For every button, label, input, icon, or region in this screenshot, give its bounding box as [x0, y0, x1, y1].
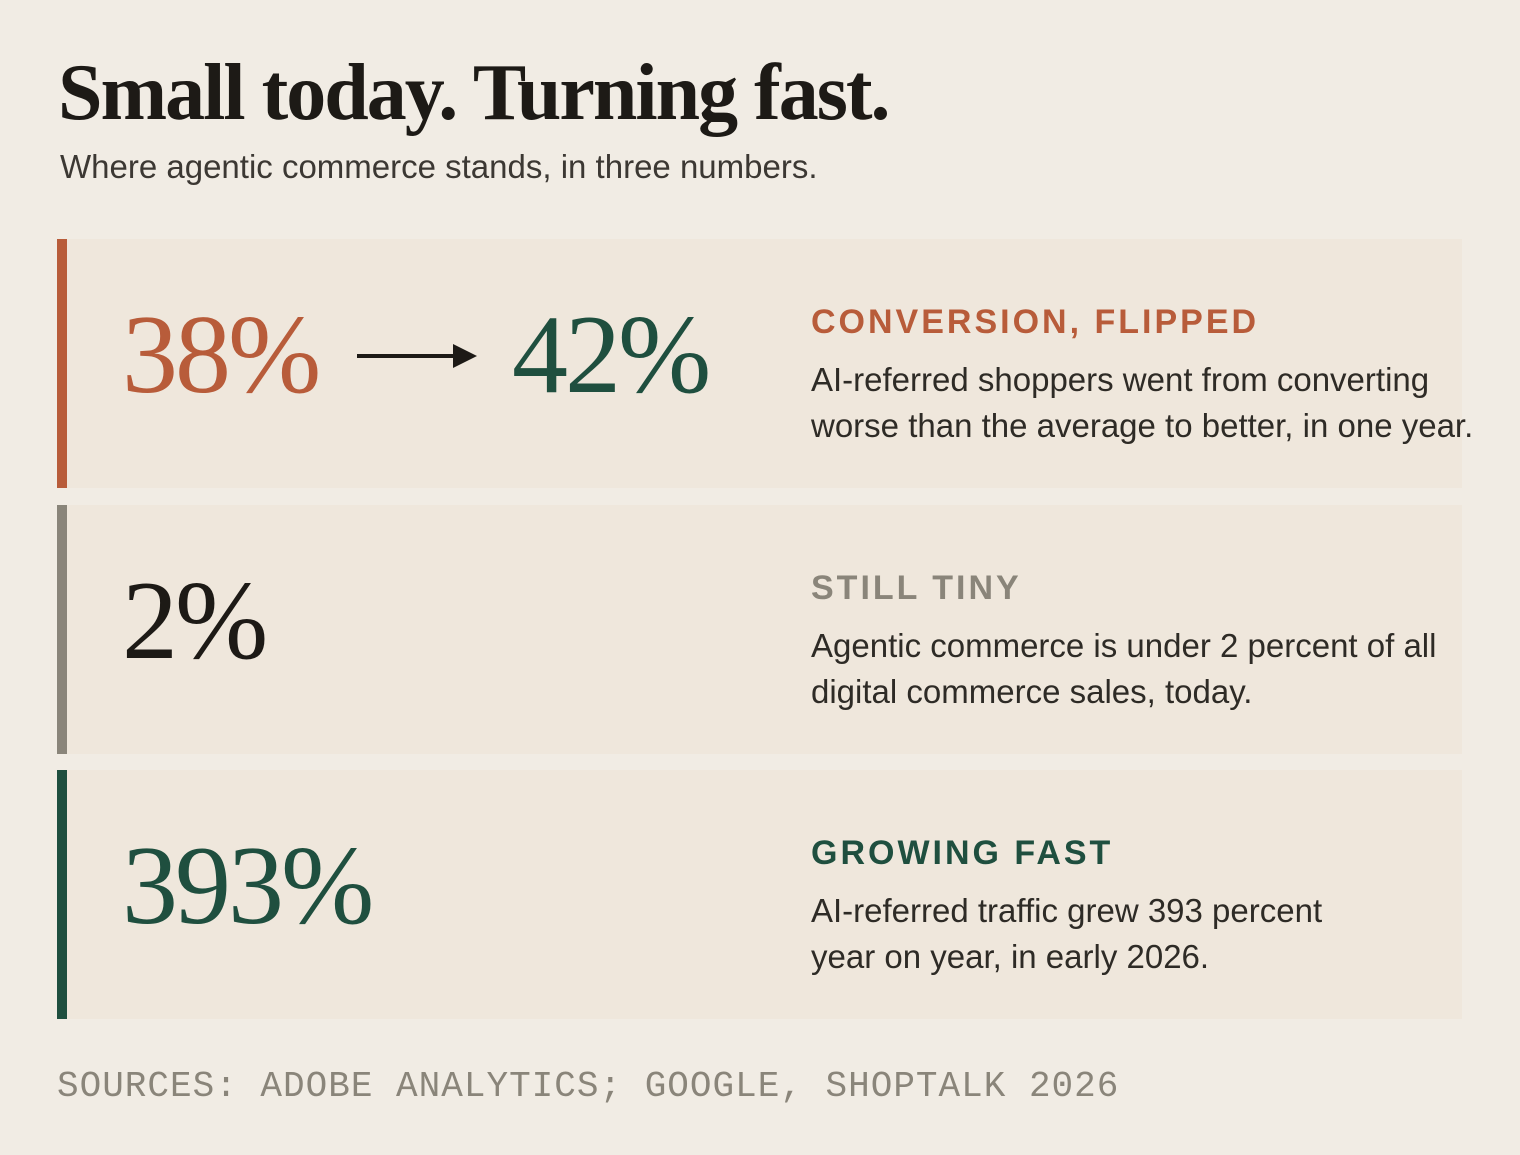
title: Small today. Turning fast.	[58, 49, 890, 137]
figure: 2%	[122, 559, 268, 683]
card-body: AI-referred shoppers went from convertin…	[811, 357, 1473, 449]
body-line: AI-referred traffic grew 393 percent	[811, 892, 1323, 929]
body-line: year on year, in early 2026.	[811, 938, 1210, 975]
card-heading: STILL TINY	[811, 569, 1022, 607]
card-body: AI-referred traffic grew 393 percent yea…	[811, 888, 1322, 980]
accent-bar	[57, 239, 67, 488]
figure: 42%	[512, 293, 711, 417]
body-line: Agentic commerce is under 2 percent of a…	[811, 627, 1437, 664]
accent-bar	[57, 505, 67, 754]
card-heading: GROWING FAST	[811, 834, 1114, 872]
body-line: AI-referred shoppers went from convertin…	[811, 361, 1430, 398]
card: 393% GROWING FAST AI-referred traffic gr…	[57, 770, 1462, 1019]
card: 2% STILL TINY Agentic commerce is under …	[57, 505, 1462, 754]
arrow	[357, 344, 477, 368]
figure: 393%	[122, 824, 374, 948]
card-body: Agentic commerce is under 2 percent of a…	[811, 623, 1436, 715]
subtitle: Where agentic commerce stands, in three …	[60, 148, 818, 185]
body-line: digital commerce sales, today.	[811, 673, 1253, 710]
body-line: worse than the average to better, in one…	[811, 407, 1474, 444]
sources: SOURCES: ADOBE ANALYTICS; GOOGLE, SHOPTA…	[57, 1066, 1120, 1107]
accent-bar	[57, 770, 67, 1019]
figure: 38%	[122, 293, 321, 417]
card: 38% 42% CONVERSION, FLIPPED AI-referred …	[57, 239, 1473, 488]
card-heading: CONVERSION, FLIPPED	[811, 303, 1260, 341]
